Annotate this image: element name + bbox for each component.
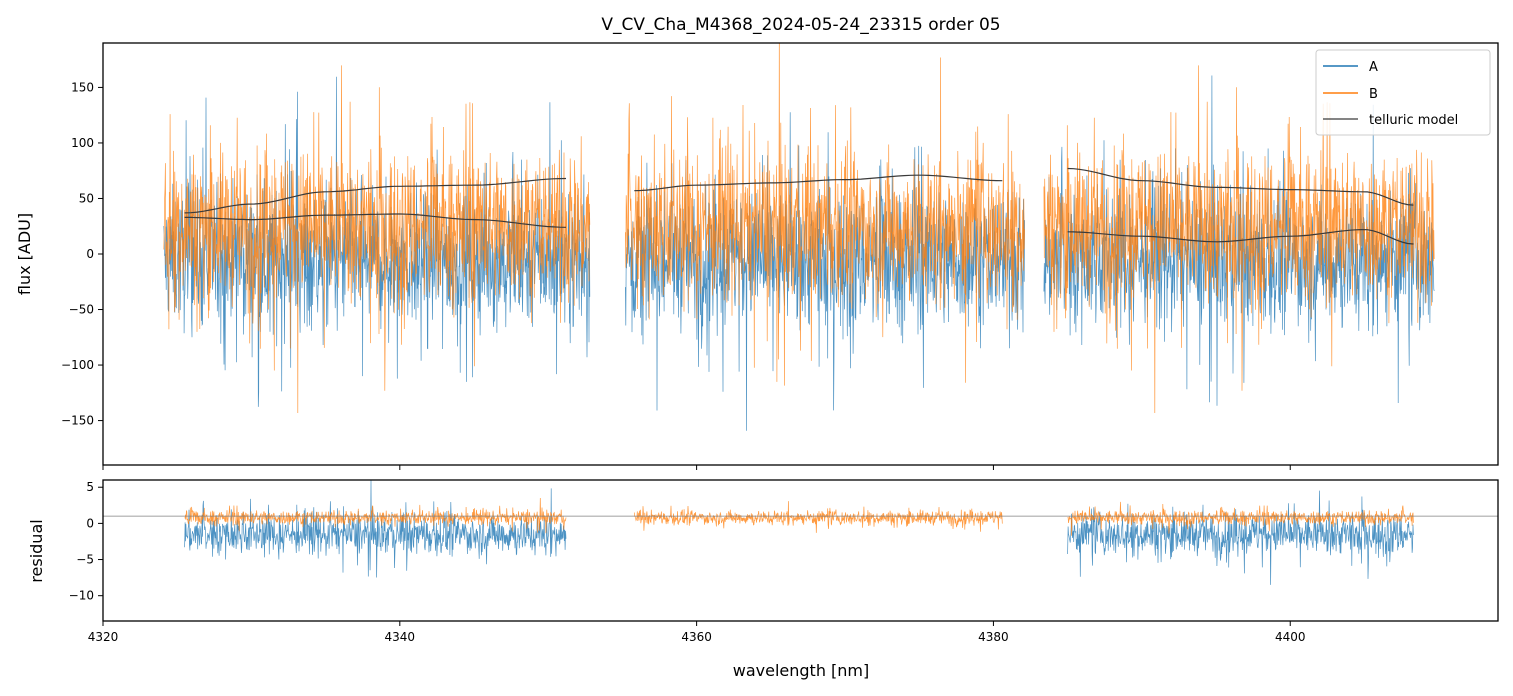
xtick-label: 4400 bbox=[1275, 630, 1306, 644]
residual-ytick-label: 0 bbox=[86, 516, 94, 530]
telluric-model-line-2 bbox=[634, 174, 1003, 192]
telluric-model-line-4 bbox=[1067, 228, 1414, 245]
residual-y-axis-label: residual bbox=[27, 519, 46, 582]
xtick-label: 4360 bbox=[681, 630, 712, 644]
flux-y-ticks: −150 −100 −50 0 50 100 150 bbox=[61, 80, 103, 428]
residual-panel: −10 −5 0 5 4320 4340 4360 4380 4400 residual bbox=[27, 479, 1499, 644]
legend-label-b: B bbox=[1369, 87, 1378, 102]
xtick-label: 4340 bbox=[385, 630, 416, 644]
legend: A B telluric model bbox=[1315, 49, 1491, 136]
residual-y-ticks: −10 −5 0 5 bbox=[69, 480, 103, 603]
flux-y-axis-label: flux [ADU] bbox=[15, 213, 34, 295]
flux-ytick-label: 50 bbox=[79, 191, 94, 205]
residual-ytick-label: −10 bbox=[69, 589, 94, 603]
series-b-residual-segment-2 bbox=[1067, 501, 1414, 536]
flux-panel: −150 −100 −50 0 50 100 150 flux [ADU] bbox=[15, 42, 1499, 470]
series-b-flux-segment-0 bbox=[163, 65, 591, 414]
telluric-model-line-1 bbox=[184, 213, 567, 228]
series-b-residual-segment-1 bbox=[633, 501, 1003, 533]
legend-label-a: A bbox=[1369, 60, 1378, 75]
flux-x-ticks bbox=[102, 465, 1291, 470]
flux-ytick-label: −100 bbox=[61, 358, 94, 372]
chart-title: V_CV_Cha_M4368_2024-05-24_23315 order 05 bbox=[601, 15, 1000, 35]
flux-ytick-label: −150 bbox=[61, 414, 94, 428]
flux-ytick-label: −50 bbox=[69, 303, 94, 317]
series-a-residual-segment-1 bbox=[1067, 490, 1414, 585]
residual-ytick-label: 5 bbox=[86, 480, 94, 494]
legend-label-telluric: telluric model bbox=[1369, 113, 1458, 128]
xtick-label: 4320 bbox=[88, 630, 119, 644]
flux-panel-frame bbox=[102, 42, 1499, 466]
series-b-flux-segment-1 bbox=[625, 43, 1025, 386]
residual-panel-frame bbox=[102, 479, 1499, 622]
residual-ytick-label: −5 bbox=[76, 553, 94, 567]
legend-box bbox=[1315, 49, 1491, 136]
flux-ytick-label: 100 bbox=[71, 136, 94, 150]
series-a-residual-segment-0 bbox=[184, 480, 567, 578]
xtick-label: 4380 bbox=[978, 630, 1009, 644]
telluric-model-line-3 bbox=[1067, 167, 1414, 206]
flux-ytick-label: 150 bbox=[71, 80, 94, 94]
residual-x-ticks: 4320 4340 4360 4380 4400 bbox=[88, 621, 1306, 644]
telluric-model-line-0 bbox=[184, 177, 567, 214]
x-axis-label: wavelength [nm] bbox=[733, 661, 870, 680]
flux-ytick-label: 0 bbox=[86, 247, 94, 261]
residual-panel-background bbox=[103, 480, 1498, 621]
series-b-flux-segment-2 bbox=[1043, 65, 1435, 414]
